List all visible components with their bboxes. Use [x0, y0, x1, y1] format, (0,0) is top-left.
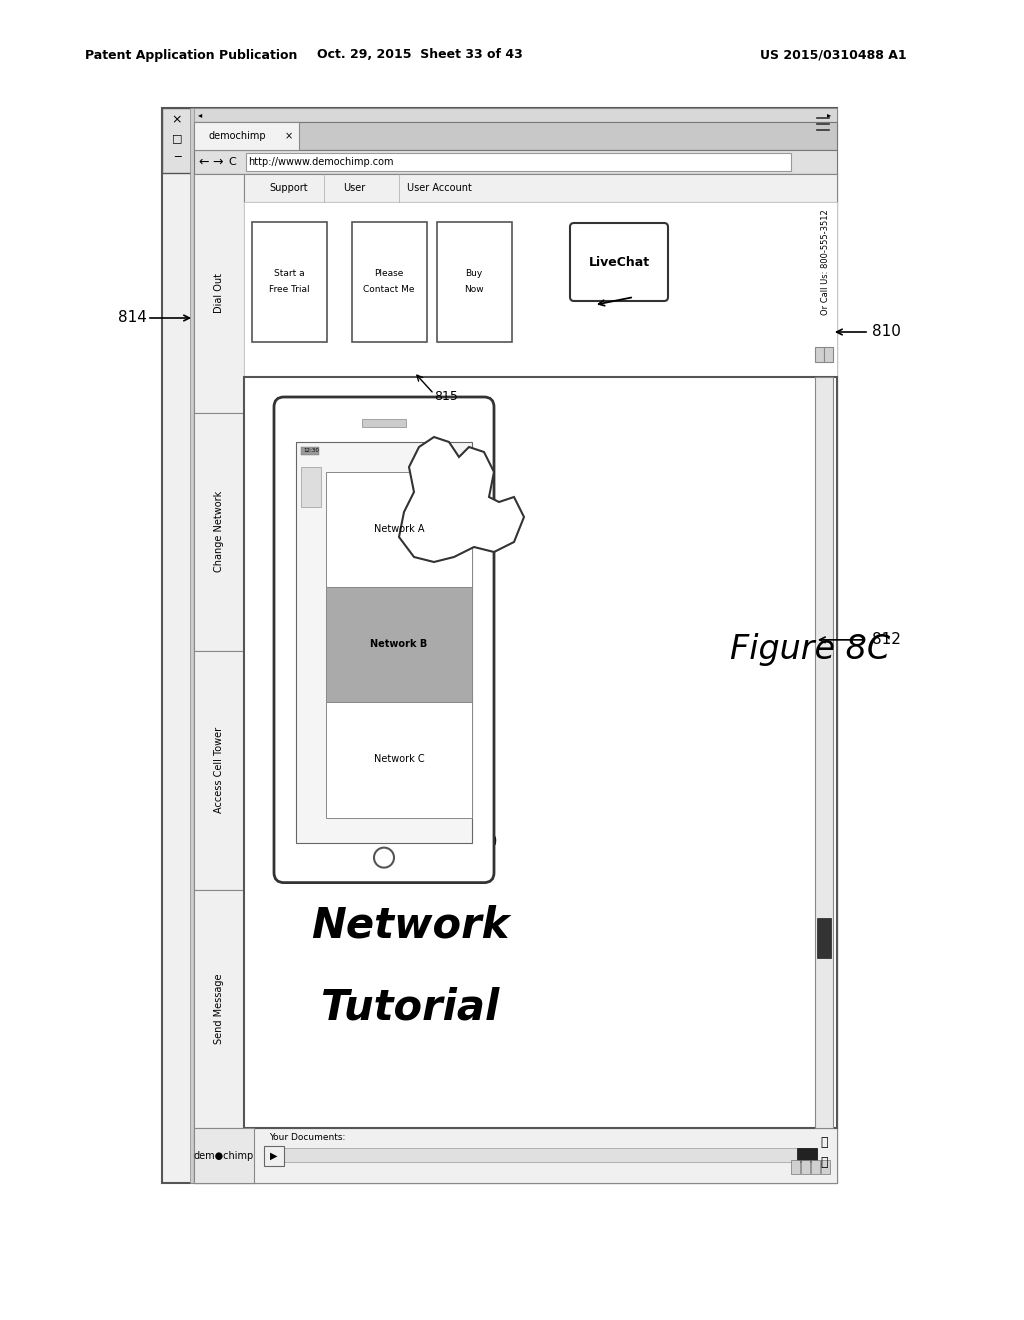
Bar — [801, 1160, 810, 1173]
Bar — [326, 702, 472, 817]
Bar — [190, 108, 194, 1183]
Text: User Account: User Account — [407, 183, 471, 193]
Text: User: User — [343, 183, 366, 193]
Bar — [815, 347, 824, 362]
Bar — [252, 222, 327, 342]
Bar — [811, 1160, 820, 1173]
Bar — [326, 587, 472, 702]
Text: US 2015/0310488 A1: US 2015/0310488 A1 — [760, 49, 906, 62]
Text: Network B: Network B — [371, 639, 428, 649]
Text: C: C — [228, 157, 236, 168]
Text: 🔒: 🔒 — [820, 1156, 827, 1170]
Text: Contact Me: Contact Me — [364, 285, 415, 294]
Text: □: □ — [172, 133, 182, 143]
Bar — [824, 347, 833, 362]
Text: ─: ─ — [174, 150, 180, 161]
Bar — [296, 442, 472, 842]
Bar — [326, 473, 472, 587]
Bar — [352, 222, 427, 342]
Bar — [246, 153, 791, 172]
Bar — [194, 174, 837, 1183]
Text: Change: Change — [323, 821, 498, 863]
Text: ×: × — [172, 114, 182, 127]
Bar — [244, 174, 837, 202]
Bar — [194, 890, 244, 1129]
Text: Change Network: Change Network — [214, 491, 224, 572]
Text: ▸: ▸ — [826, 111, 831, 120]
Text: Network: Network — [311, 904, 509, 946]
Text: Or Call Us: 800-555-3512: Or Call Us: 800-555-3512 — [820, 209, 829, 315]
Bar — [264, 1146, 284, 1166]
Bar — [817, 917, 831, 958]
Text: ×: × — [285, 131, 293, 141]
Text: Send Message: Send Message — [214, 973, 224, 1044]
Text: Start a: Start a — [273, 269, 304, 279]
Bar — [194, 121, 837, 150]
Bar — [301, 467, 321, 507]
Text: LiveChat: LiveChat — [589, 256, 649, 268]
Bar — [194, 412, 244, 651]
Text: Now: Now — [464, 285, 483, 294]
FancyBboxPatch shape — [570, 223, 668, 301]
Text: 🔊: 🔊 — [820, 1137, 827, 1150]
Text: 814: 814 — [118, 310, 146, 326]
Text: ▶: ▶ — [270, 1151, 278, 1162]
Bar — [362, 418, 406, 426]
Text: Dial Out: Dial Out — [214, 273, 224, 313]
Bar — [162, 108, 837, 1183]
Text: Oct. 29, 2015  Sheet 33 of 43: Oct. 29, 2015 Sheet 33 of 43 — [317, 49, 523, 62]
Bar — [821, 1160, 830, 1173]
Bar — [244, 202, 837, 378]
Bar — [301, 447, 319, 455]
Text: ←: ← — [199, 156, 209, 169]
Bar — [194, 1129, 254, 1183]
Text: 12:30: 12:30 — [303, 449, 318, 454]
Bar — [193, 108, 837, 121]
Text: ◂: ◂ — [198, 111, 202, 120]
Bar — [194, 651, 244, 890]
Text: →: → — [213, 156, 223, 169]
Text: Access Cell Tower: Access Cell Tower — [214, 727, 224, 813]
Bar — [194, 174, 244, 412]
Text: Your Documents:: Your Documents: — [269, 1134, 345, 1143]
Bar — [264, 1148, 817, 1162]
Bar — [194, 1129, 837, 1183]
FancyBboxPatch shape — [274, 397, 494, 883]
Text: Network C: Network C — [374, 755, 424, 764]
Polygon shape — [399, 437, 524, 562]
Bar — [791, 1160, 800, 1173]
Text: Support: Support — [269, 183, 308, 193]
Text: Patent Application Publication: Patent Application Publication — [85, 49, 297, 62]
Text: 812: 812 — [872, 632, 901, 647]
Text: Free Trial: Free Trial — [268, 285, 309, 294]
Text: http://wwww.demochimp.com: http://wwww.demochimp.com — [248, 157, 393, 168]
Bar — [194, 150, 837, 174]
Text: Network A: Network A — [374, 524, 424, 535]
Bar — [194, 121, 299, 150]
Text: demochimp: demochimp — [208, 131, 266, 141]
Circle shape — [374, 847, 394, 867]
Text: Figure 8C: Figure 8C — [730, 634, 890, 667]
Bar — [437, 222, 512, 342]
Text: 815: 815 — [434, 391, 458, 404]
Text: dem●chimp: dem●chimp — [194, 1151, 254, 1162]
Bar — [162, 108, 193, 173]
Text: 810: 810 — [872, 325, 901, 339]
Bar — [797, 1148, 817, 1162]
Text: Buy: Buy — [465, 269, 482, 279]
Bar — [244, 378, 837, 1129]
Text: Please: Please — [375, 269, 403, 279]
Bar — [815, 378, 833, 1129]
Text: Tutorial: Tutorial — [321, 987, 499, 1028]
